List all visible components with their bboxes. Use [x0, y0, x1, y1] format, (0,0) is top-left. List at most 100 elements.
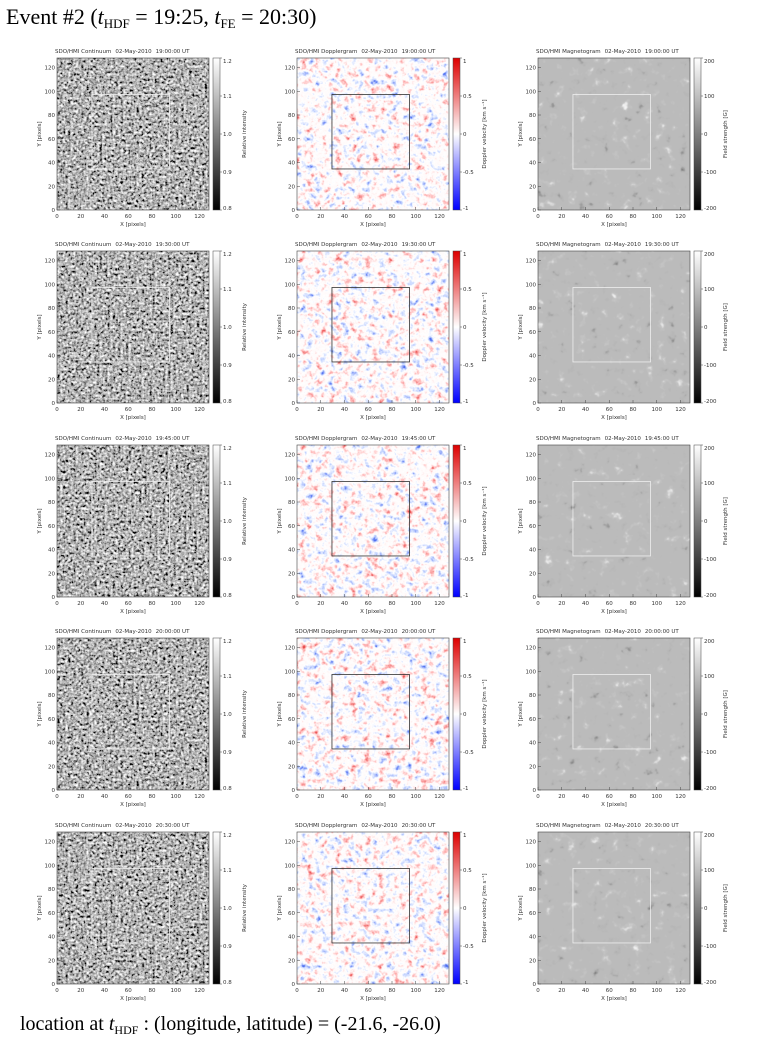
x-tick-label: 80 — [149, 988, 156, 994]
instrument: SDO/HMI Continuum — [55, 629, 111, 635]
y-tick-label: 120 — [45, 66, 56, 72]
image — [57, 832, 209, 984]
y-tick-label: 0 — [292, 982, 296, 988]
colorbar-tick-label: 100 — [704, 674, 715, 680]
x-tick-label: 60 — [125, 407, 132, 413]
colorbar-tick-label: -100 — [704, 363, 717, 369]
instrument: SDO/HMI Continuum — [55, 823, 111, 829]
x-tick-label: 60 — [606, 601, 613, 607]
y-tick-label: 0 — [52, 595, 56, 601]
region-box — [91, 287, 170, 363]
time: 20:00:00 UT — [645, 629, 679, 635]
time: 20:30:00 UT — [645, 823, 679, 829]
y-tick-label: 100 — [285, 89, 296, 95]
x-tick-label: 120 — [434, 988, 445, 994]
colorbar-tick-label: 1.0 — [223, 325, 232, 331]
x-axis-label: X [pixels] — [360, 802, 386, 808]
y-tick-label: 120 — [285, 453, 296, 459]
title-part: = 20:30) — [236, 4, 317, 29]
frame — [56, 444, 210, 598]
date: 02-May-2010 — [605, 629, 642, 635]
x-tick-label: 0 — [536, 794, 540, 800]
y-tick-label: 80 — [529, 306, 536, 312]
x-tick-label: 100 — [411, 214, 422, 220]
date: 02-May-2010 — [361, 823, 398, 829]
colorbar-label: Field strength [G] — [723, 497, 729, 545]
x-tick-label: 40 — [101, 407, 108, 413]
x-tick-label: 20 — [317, 601, 324, 607]
frame — [537, 444, 691, 598]
panel-title: SDO/HMI Dopplergram 02-May-2010 20:00:00 U… — [295, 629, 436, 635]
frame — [56, 57, 210, 211]
instrument: SDO/HMI Magnetogram — [536, 242, 601, 248]
colorbar-label: Doppler velocity [km s⁻¹] — [481, 873, 488, 942]
x-tick-label: 120 — [434, 214, 445, 220]
colorbar-tick-label: -200 — [704, 593, 717, 599]
colorbar-tick-label: -0.5 — [463, 170, 474, 176]
colorbar-tick-label: 1 — [463, 639, 467, 645]
x-tick-label: 20 — [317, 988, 324, 994]
colorbar-label: Field strength [G] — [723, 303, 729, 351]
x-tick-label: 60 — [365, 988, 372, 994]
frame — [537, 250, 691, 404]
colorbar — [693, 444, 702, 598]
y-tick-label: 0 — [52, 401, 56, 407]
colorbar-tick-label: 100 — [704, 287, 715, 293]
x-tick-label: 0 — [55, 214, 59, 220]
x-tick-label: 80 — [149, 214, 156, 220]
colorbar-tick-label: 1.2 — [223, 639, 232, 645]
x-tick-label: 40 — [582, 601, 589, 607]
colorbar-tick-label: -200 — [704, 980, 717, 986]
x-tick-label: 60 — [365, 794, 372, 800]
colorbar-tick-label: 0 — [463, 712, 467, 718]
time: 20:30:00 UT — [402, 823, 436, 829]
image — [297, 445, 449, 597]
y-tick-label: 20 — [288, 377, 295, 383]
title-sub: HDF — [104, 16, 130, 31]
y-tick-label: 20 — [48, 958, 55, 964]
y-axis-label: Y [pixels] — [277, 314, 283, 340]
y-tick-label: 80 — [529, 113, 536, 119]
region-box — [331, 674, 410, 750]
frame — [56, 831, 210, 985]
colorbar-tick-label: 100 — [704, 481, 715, 487]
footer: location at tHDF : (longitude, latitude)… — [20, 1013, 441, 1037]
x-tick-label: 100 — [171, 214, 182, 220]
y-axis-label: Y [pixels] — [277, 701, 283, 727]
x-tick-label: 80 — [149, 794, 156, 800]
colorbar-tick-label: 0.8 — [223, 786, 232, 792]
footer-sub: HDF — [114, 1023, 138, 1037]
y-tick-label: 120 — [45, 453, 56, 459]
x-tick-label: 40 — [341, 601, 348, 607]
x-tick-label: 80 — [389, 214, 396, 220]
panel-title: SDO/HMI Dopplergram 02-May-2010 19:00:00 U… — [295, 49, 436, 55]
region-box — [572, 287, 651, 363]
y-tick-label: 60 — [48, 137, 55, 143]
time: 19:30:00 UT — [402, 242, 436, 248]
y-tick-label: 40 — [529, 161, 536, 167]
y-tick-label: 120 — [285, 840, 296, 846]
colorbar-tick-label: 0.8 — [223, 593, 232, 599]
colorbar-tick-label: 0.8 — [223, 980, 232, 986]
y-tick-label: 60 — [529, 524, 536, 530]
colorbar-tick-label: 1.0 — [223, 132, 232, 138]
colorbar-tick-label: 1.1 — [223, 287, 232, 293]
image — [538, 638, 690, 790]
date: 02-May-2010 — [361, 629, 398, 635]
colorbar — [452, 637, 461, 791]
x-tick-label: 100 — [652, 988, 663, 994]
y-tick-label: 20 — [48, 377, 55, 383]
colorbar — [212, 637, 221, 791]
x-tick-label: 0 — [55, 601, 59, 607]
colorbar-tick-label: -1 — [463, 206, 468, 212]
colorbar-tick-label: -200 — [704, 399, 717, 405]
x-tick-label: 80 — [389, 601, 396, 607]
x-tick-label: 40 — [341, 214, 348, 220]
instrument: SDO/HMI Dopplergram — [295, 49, 357, 55]
x-tick-label: 120 — [194, 407, 205, 413]
y-tick-label: 20 — [288, 958, 295, 964]
y-axis-label: Y [pixels] — [277, 895, 283, 921]
time: 20:00:00 UT — [402, 629, 436, 635]
y-tick-label: 120 — [526, 453, 537, 459]
x-tick-label: 0 — [55, 407, 59, 413]
